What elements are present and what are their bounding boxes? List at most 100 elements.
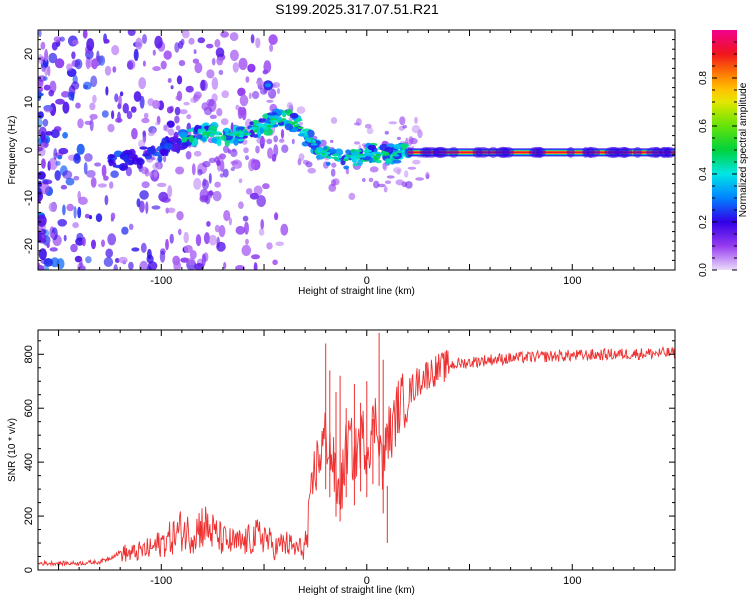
noise-blob <box>135 37 143 50</box>
noise-blob <box>206 221 211 227</box>
noise-blob <box>46 242 50 248</box>
signal-core <box>331 156 338 159</box>
noise-blob <box>193 94 200 102</box>
noise-blob <box>199 188 209 201</box>
signal-core <box>343 158 349 162</box>
signal-core <box>218 132 223 136</box>
noise-blob <box>319 139 327 147</box>
noise-blob <box>118 95 122 107</box>
noise-blob <box>249 63 254 71</box>
figure-title: S199.2025.317.07.51.R21 <box>275 1 439 17</box>
noise-blob <box>206 43 214 49</box>
noise-blob <box>178 60 186 67</box>
noise-blob <box>384 130 389 135</box>
noise-blob <box>144 168 150 177</box>
y-tick-label: 600 <box>23 399 35 417</box>
noise-blob <box>77 118 84 129</box>
noise-blob <box>151 205 161 210</box>
noise-blob <box>126 111 133 120</box>
noise-blob <box>353 141 361 145</box>
noise-blob <box>280 129 285 139</box>
noise-blob <box>48 157 58 170</box>
noise-blob <box>245 76 250 83</box>
noise-blob <box>131 128 138 140</box>
noise-blob <box>175 166 185 175</box>
noise-blob <box>112 66 117 73</box>
noise-blob <box>167 128 175 136</box>
noise-blob <box>43 258 53 267</box>
noise-blob <box>77 190 81 201</box>
noise-blob <box>148 171 153 177</box>
noise-blob <box>104 65 112 76</box>
signal-core <box>312 141 317 144</box>
noise-blob <box>167 207 176 214</box>
noise-blob <box>263 60 272 74</box>
y-tick-label: 800 <box>23 345 35 363</box>
noise-blob <box>214 156 220 163</box>
noise-blob <box>396 136 401 141</box>
noise-blob <box>89 113 98 120</box>
signal-blob <box>223 127 230 133</box>
signal-blob <box>123 150 133 154</box>
noise-blob <box>291 138 295 145</box>
x-axis-label: Height of straight line (km) <box>298 585 415 596</box>
noise-blob <box>329 139 334 143</box>
noise-blob <box>273 144 279 157</box>
noise-blob <box>141 117 150 124</box>
noise-blob <box>402 125 408 129</box>
noise-blob <box>238 161 243 169</box>
tone-line-halo <box>502 146 514 158</box>
signal-core <box>337 155 342 159</box>
noise-blob <box>183 231 189 244</box>
noise-blob <box>262 183 270 190</box>
tone-line-halo <box>433 146 449 158</box>
noise-blob <box>219 165 223 172</box>
noise-blob <box>38 214 47 227</box>
noise-blob <box>209 114 217 120</box>
noise-blob <box>61 91 70 98</box>
signal-core <box>277 118 283 121</box>
noise-blob <box>54 58 65 69</box>
noise-blob <box>44 49 49 62</box>
noise-blob <box>114 93 119 103</box>
signal-core <box>201 132 205 135</box>
noise-blob <box>407 166 417 170</box>
signal-blob <box>199 128 207 133</box>
noise-blob <box>193 150 202 157</box>
noise-blob <box>273 135 279 143</box>
noise-blob <box>160 60 167 70</box>
noise-blob <box>139 190 149 200</box>
noise-blob <box>86 170 96 178</box>
noise-blob <box>90 177 97 188</box>
signal-blob <box>284 123 294 131</box>
signal-blob <box>181 141 189 149</box>
noise-blob <box>235 225 246 235</box>
noise-blob <box>154 35 163 49</box>
noise-blob <box>71 81 80 90</box>
noise-blob <box>50 232 55 239</box>
noise-blob <box>256 195 267 207</box>
noise-blob <box>119 91 124 97</box>
signal-blob <box>323 146 328 150</box>
y-tick-label: 400 <box>23 453 35 471</box>
noise-blob <box>331 162 337 168</box>
noise-blob <box>143 112 149 119</box>
signal-blob <box>123 155 129 163</box>
noise-blob <box>405 181 413 189</box>
signal-core <box>243 132 249 135</box>
signal-core <box>316 148 321 151</box>
noise-blob <box>281 144 289 153</box>
noise-blob <box>214 39 221 48</box>
noise-blob <box>76 232 84 242</box>
noise-blob <box>105 248 113 258</box>
noise-blob <box>71 51 76 60</box>
signal-core <box>276 116 282 119</box>
noise-blob <box>50 257 60 268</box>
noise-blob <box>115 258 120 263</box>
noise-blob <box>53 148 58 160</box>
x-tick-label: 0 <box>364 275 370 287</box>
snr-frame <box>37 329 676 571</box>
noise-blob <box>133 91 142 102</box>
noise-blob <box>43 84 51 91</box>
noise-blob <box>65 177 75 186</box>
